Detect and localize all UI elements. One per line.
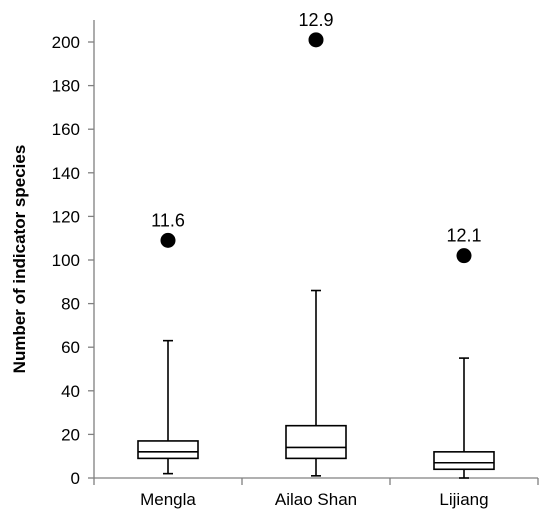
y-axis-title: Number of indicator species: [10, 145, 29, 374]
y-tick-label: 40: [61, 382, 80, 401]
y-tick-label: 200: [52, 33, 80, 52]
y-tick-label: 80: [61, 295, 80, 314]
y-tick-label: 100: [52, 251, 80, 270]
outlier-point: [456, 248, 472, 264]
interquartile-box: [285, 424, 347, 460]
outlier-label: 11.6: [151, 210, 185, 230]
y-tick-label: 120: [52, 207, 80, 226]
x-category-label: Ailao Shan: [275, 490, 357, 509]
y-ticks: 0 20 40 60 80 100 120 140 160 180 200: [52, 33, 94, 488]
outlier-point: [308, 32, 324, 48]
box-group: 12.9: [285, 10, 347, 477]
box-group: 11.6: [137, 210, 199, 475]
x-category-label: Lijiang: [439, 490, 488, 509]
box-group: 12.1: [433, 226, 495, 479]
y-tick-label: 140: [52, 164, 80, 183]
outlier-label: 12.9: [298, 10, 333, 30]
y-tick-label: 0: [71, 469, 80, 488]
y-tick-label: 60: [61, 338, 80, 357]
boxes: 11.6 12.9 12.1: [137, 10, 495, 479]
x-categories: Mengla Ailao Shan Lijiang: [93, 478, 539, 509]
interquartile-box: [433, 451, 495, 471]
interquartile-box: [137, 440, 199, 460]
outlier-point: [160, 232, 176, 248]
outlier-label: 12.1: [446, 226, 481, 246]
x-category-label: Mengla: [140, 490, 196, 509]
y-tick-label: 20: [61, 425, 80, 444]
y-tick-label: 180: [52, 77, 80, 96]
y-tick-label: 160: [52, 120, 80, 139]
